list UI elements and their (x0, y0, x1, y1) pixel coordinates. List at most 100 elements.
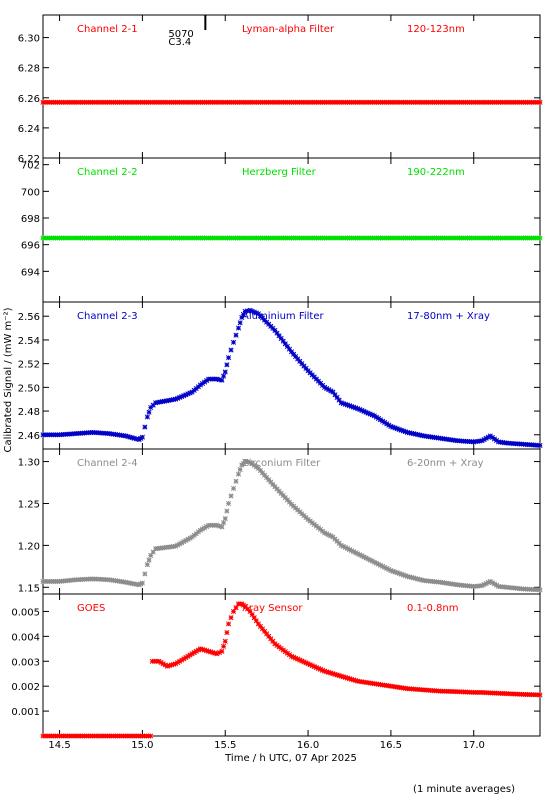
data-point (177, 541, 183, 547)
data-point (377, 417, 384, 423)
data-point (309, 663, 315, 669)
data-point (224, 362, 230, 368)
data-point (129, 435, 135, 441)
data-point (159, 399, 165, 405)
y-axis-label: Calibrated Signal / (mW m⁻²) (3, 307, 14, 452)
data-point (340, 543, 346, 549)
data-point (175, 395, 181, 401)
data-point (491, 581, 497, 587)
y-tick-label: 696 (21, 241, 40, 252)
data-point (342, 401, 348, 407)
data-point (332, 671, 338, 677)
data-point (161, 545, 168, 551)
data-point (221, 373, 227, 379)
data-point (359, 553, 365, 559)
data-point (284, 343, 290, 350)
data-point (183, 537, 189, 544)
data-point (177, 394, 183, 400)
data-point (150, 402, 156, 408)
x-axis-label: Time / h UTC, 07 Apr 2025 (224, 753, 357, 764)
data-point (406, 574, 413, 580)
y-tick-label: 6.30 (18, 34, 40, 45)
panel-filter-label: Herzberg Filter (242, 167, 317, 178)
data-point (349, 403, 355, 410)
panel-band-label: 190-222nm (407, 167, 465, 178)
data-point (307, 662, 313, 668)
data-point (396, 570, 402, 577)
data-point (155, 399, 161, 405)
data-point (353, 405, 359, 411)
data-point (293, 353, 299, 360)
panel-frame (42, 14, 541, 159)
panel-1: 6.22 6.24 6.26 6.28 6.30 Channel 2-1 Lyman-alp… (18, 14, 543, 165)
data-point (199, 526, 206, 532)
y-tick-label: 2.46 (18, 431, 40, 442)
data-point (134, 436, 140, 442)
panel-channel-label: Channel 2-4 (77, 458, 138, 469)
data-point (255, 621, 261, 627)
data-point (146, 557, 152, 563)
y-tick-label: 700 (21, 187, 40, 198)
data-point (322, 668, 328, 674)
panels-group: 6.22 6.24 6.26 6.28 6.30 Channel 2-1 Lyman-alp… (11, 14, 543, 739)
data-point (189, 651, 195, 657)
panel-filter-label: Zirconium Filter (242, 458, 321, 469)
panel-channel-label: GOES (77, 603, 105, 614)
data-point (483, 435, 489, 441)
data-point (179, 540, 185, 546)
data-point (409, 574, 415, 581)
data-point (206, 648, 212, 654)
data-point (346, 403, 353, 409)
data-point (334, 672, 340, 678)
panel-frame (42, 593, 541, 737)
data-point (340, 400, 346, 407)
panel-channel-label: Channel 2-2 (77, 167, 138, 178)
data-point (230, 608, 237, 614)
data-point (240, 311, 247, 318)
data-point (172, 396, 179, 402)
data-point (168, 397, 174, 403)
data-point (144, 414, 150, 420)
data-point (328, 533, 334, 539)
data-point (219, 524, 225, 530)
data-point (305, 661, 311, 667)
data-point (411, 575, 417, 581)
data-point (219, 648, 225, 654)
data-point (162, 662, 168, 668)
data-point (245, 459, 251, 465)
data-point (139, 580, 145, 586)
data-point (127, 434, 133, 440)
data-point (324, 531, 330, 537)
data-point (355, 551, 361, 557)
series-5 (40, 601, 543, 739)
data-point (293, 655, 299, 661)
data-point (303, 660, 309, 666)
data-point (221, 520, 227, 526)
data-point (357, 407, 363, 413)
data-point (537, 587, 543, 593)
x-tick-label: 15.5 (214, 740, 236, 751)
data-point (123, 433, 129, 439)
data-point (326, 387, 332, 393)
data-point (342, 544, 348, 551)
y-tick-label: 1.25 (18, 499, 40, 510)
x-tick-label: 14.5 (48, 740, 70, 751)
data-point (262, 628, 268, 634)
data-point (328, 670, 334, 676)
data-point (324, 385, 330, 392)
x-tick-label: 17.0 (463, 740, 485, 751)
data-point (264, 631, 270, 637)
data-point (139, 434, 145, 440)
data-point (282, 341, 288, 347)
data-point (382, 564, 388, 570)
data-point (199, 646, 206, 652)
data-point (299, 658, 305, 664)
data-point (344, 402, 350, 408)
data-point (415, 576, 421, 582)
data-point (214, 522, 220, 528)
data-point (371, 559, 377, 565)
data-point (297, 358, 303, 364)
data-point (363, 555, 369, 561)
data-point (242, 308, 248, 315)
event-marker-number: 5070 (168, 29, 193, 40)
